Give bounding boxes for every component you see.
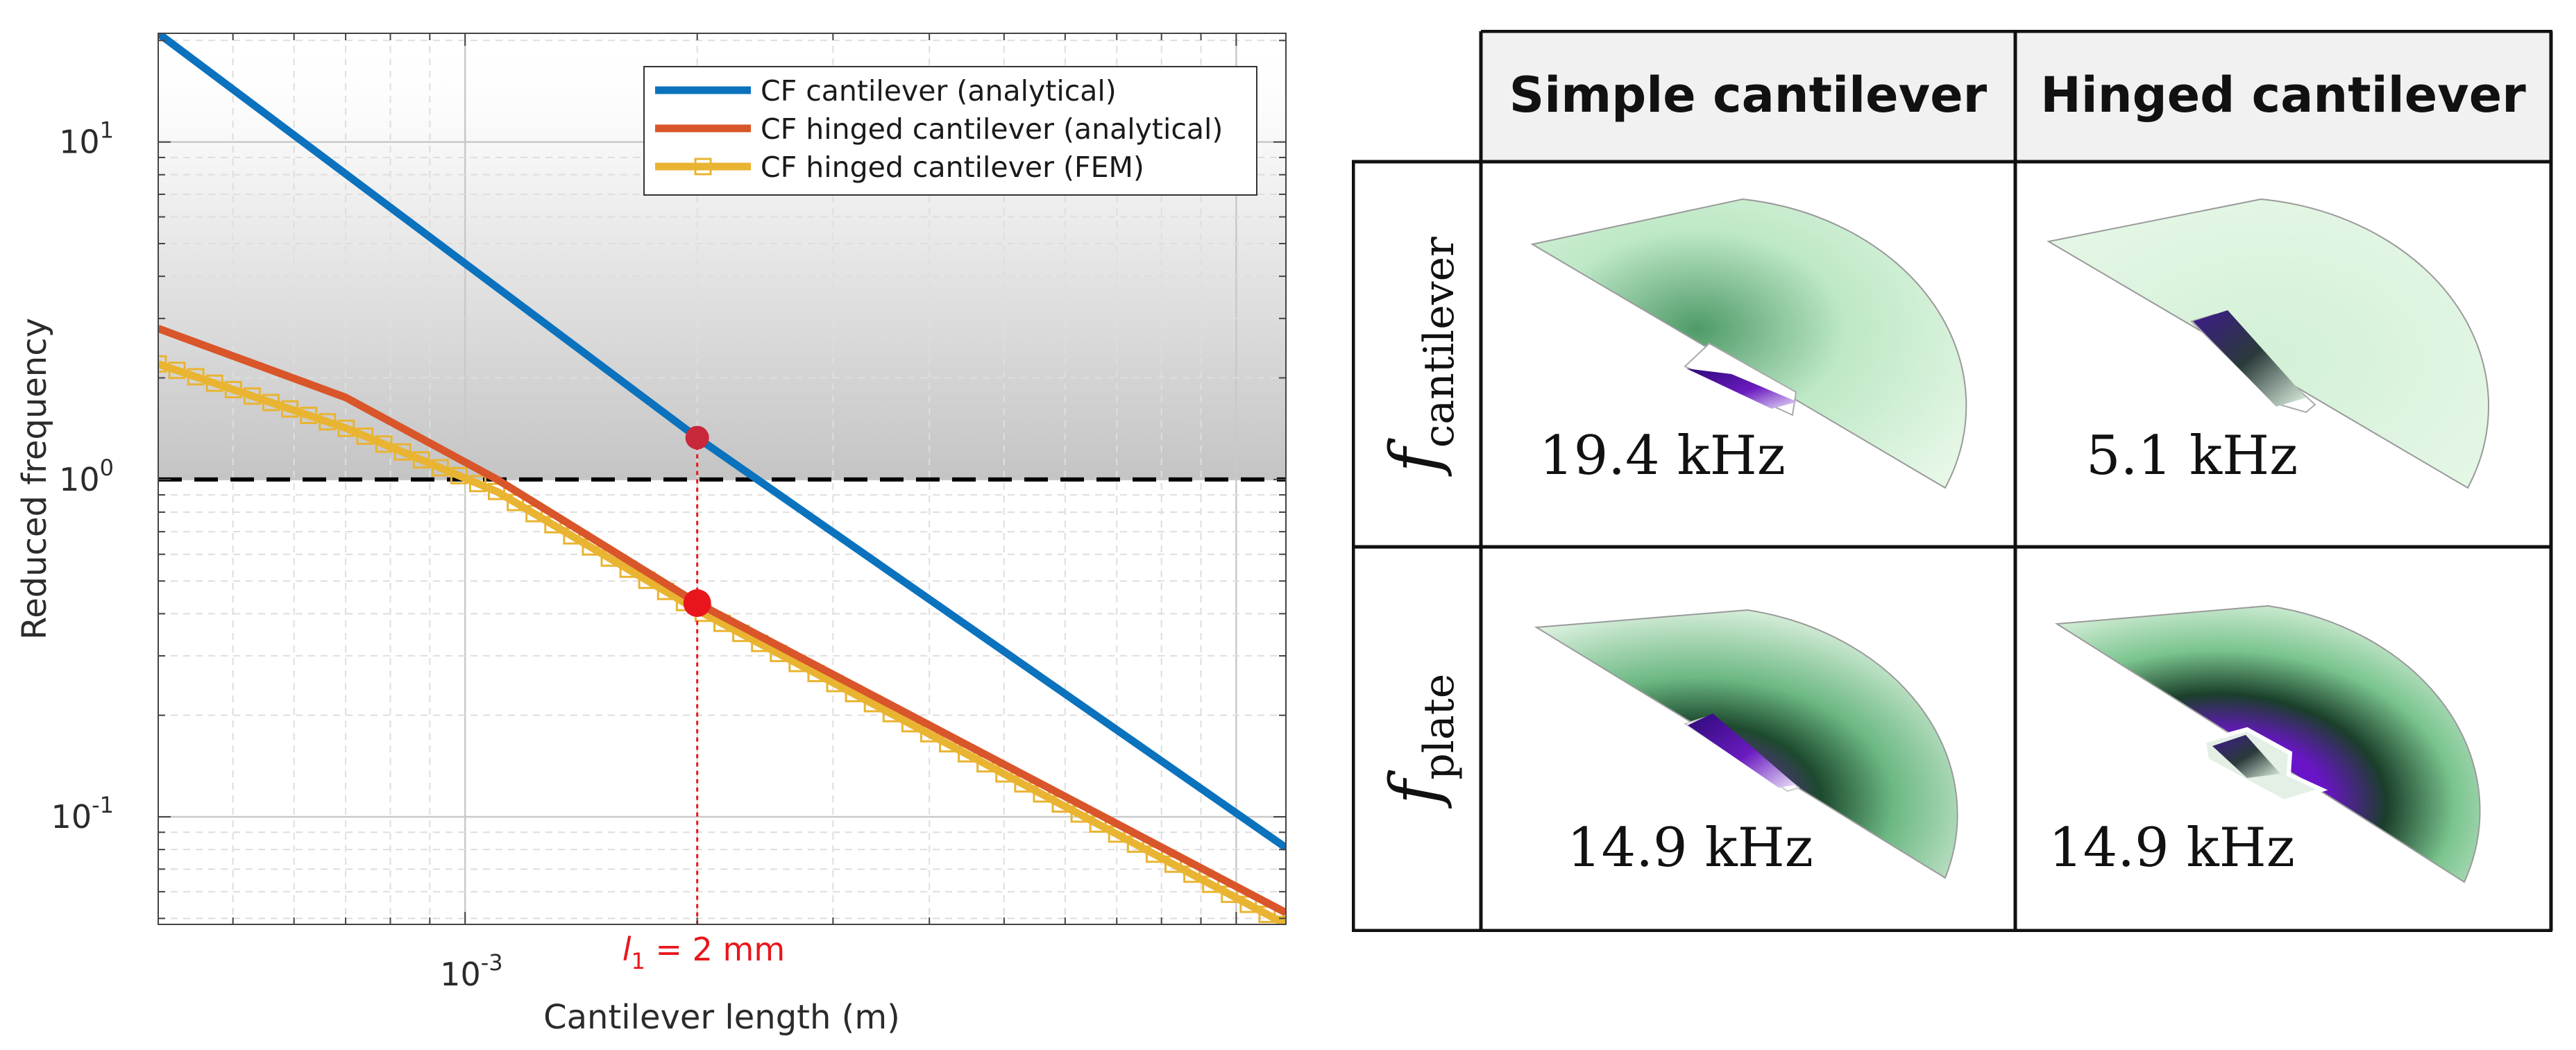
fem-marker [187,368,205,386]
svg-text:fcantilever: fcantilever [1376,237,1464,477]
frequency-label-simple-plate-mode: 14.9 kHz [1567,817,1813,879]
y-tick-label-base: 10 [59,124,100,161]
svg-text:fplate: fplate [1376,674,1464,809]
fem-marker [243,387,261,405]
fem-marker [468,475,486,493]
y-tick-label-exponent: -1 [92,792,114,818]
y-tick-label: 100 [59,455,114,498]
y-tick-label: 10-1 [51,792,114,836]
y-tick-label-exponent: 1 [100,117,114,144]
frequency-label-hinged-plate-mode: 14.9 kHz [2049,817,2295,879]
mode-shape-table: Simple cantilever Hinged cantilever fcan… [1352,30,2553,932]
fem-marker [300,407,318,425]
legend-marker-2 [694,158,712,176]
mode-shape-simple-cantilever-mode [1530,198,1967,489]
fem-marker [450,466,468,484]
fem-marker [319,413,337,431]
mode-shape-simple-plate-mode [1534,609,1958,879]
legend-label-0: CF cantilever (analytical) [761,74,1117,108]
legend-label-2: CF hinged cantilever (FEM) [761,151,1144,184]
y-tick-label-base: 10 [59,461,100,498]
fem-marker [393,443,412,461]
column-header-hinged-cantilever: Hinged cantilever [2040,67,2526,124]
annotation-label-value: = 2 mm [645,931,785,968]
x-tick-label: 10-3 [440,949,502,993]
annotation-point-1 [683,589,711,618]
row-label-cantilever: fcantilever [1376,237,1464,477]
annotation-label-subscript: 1 [631,948,645,974]
fem-marker [488,482,505,500]
x-tick-label-exponent: -3 [481,949,503,976]
fem-marker [205,374,223,392]
legend-label-1: CF hinged cantilever (analytical) [761,112,1223,146]
frequency-label-hinged-cantilever-mode: 5.1 kHz [2086,425,2298,487]
row-label-cantilever-subscript: cantilever [1415,237,1464,448]
fem-marker [375,435,393,453]
fem-marker [168,362,186,380]
fem-marker [262,393,280,412]
y-axis-label: Reduced frequency [15,318,54,640]
y-tick-label: 101 [59,117,114,161]
row-label-plate: fplate [1376,674,1464,809]
fem-marker [158,355,167,373]
length-annotation: l1 = 2 mm [622,425,785,974]
annotation-label: l1 = 2 mm [622,931,785,974]
fem-marker [337,419,355,437]
y-tick-label-exponent: 0 [100,455,114,481]
column-header-simple-cantilever: Simple cantilever [1509,67,1988,124]
legend: CF cantilever (analytical) CF hinged cant… [643,66,1257,196]
y-tick-label-base: 10 [51,798,92,836]
row-label-plate-subscript: plate [1415,674,1464,780]
mode-shape-hinged-cantilever-mode [2047,198,2489,489]
fem-marker [412,451,430,469]
x-tick-label-base: 10 [440,956,481,993]
x-axis-label: Cantilever length (m) [543,998,900,1037]
fem-marker [356,427,374,446]
frequency-label-simple-cantilever-mode: 19.4 kHz [1539,425,1786,487]
series-line-1 [158,325,1286,916]
annotation-label-symbol: l [622,931,632,968]
fem-marker [281,400,299,418]
annotation-point-0 [685,425,709,450]
table-grid-lines [1352,30,2553,932]
mode-shape-hinged-plate-mode [2054,604,2481,883]
fem-marker [431,459,449,477]
fem-marker [224,380,242,398]
